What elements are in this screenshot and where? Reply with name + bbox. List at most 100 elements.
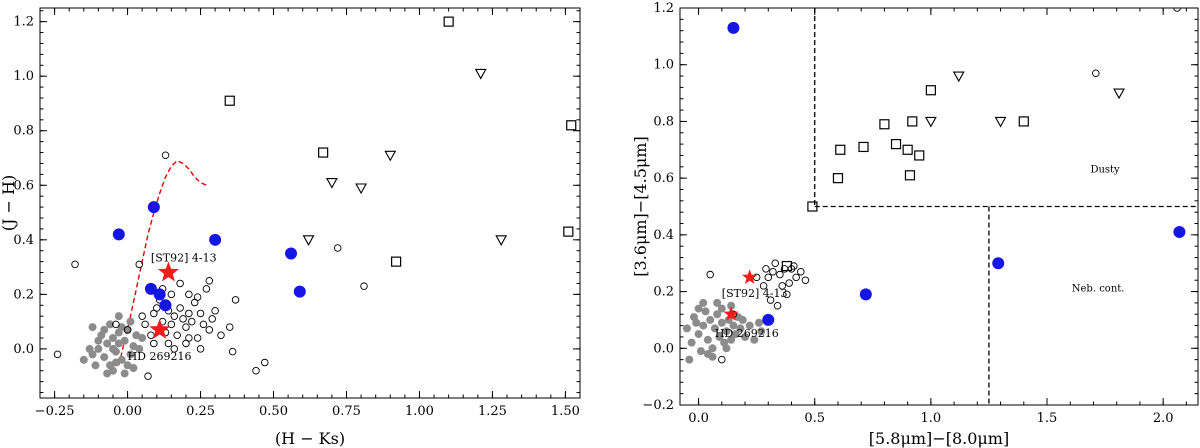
grey-filled-point	[722, 327, 731, 336]
open-circle-point	[173, 331, 181, 340]
open-circle-point	[138, 312, 146, 320]
x-tick-label: 0.0	[688, 411, 709, 426]
open-triangle-point	[325, 177, 338, 189]
open-circle-point	[225, 323, 234, 331]
grey-filled-point	[108, 344, 117, 353]
grey-filled-point	[710, 324, 719, 333]
open-circle-point	[205, 276, 214, 285]
grey-filled-point	[106, 320, 115, 329]
grey-filled-point	[706, 315, 715, 324]
y-tick-label: 0.8	[653, 114, 674, 129]
open-circle-point	[360, 282, 368, 290]
grey-filled-point	[701, 307, 710, 316]
blue-filled-point	[209, 233, 222, 246]
open-circle-point	[769, 267, 777, 276]
open-triangle-point	[302, 235, 315, 246]
open-circle-point	[185, 290, 193, 299]
open-circle-point	[790, 262, 798, 270]
open-circle-point	[1092, 69, 1100, 77]
blue-filled-point	[727, 21, 740, 34]
open-circle-point	[773, 302, 782, 310]
grey-filled-point	[724, 315, 733, 324]
open-circle-point	[170, 345, 179, 353]
grey-filled-point	[108, 334, 117, 342]
open-circle-point	[196, 309, 205, 318]
open-circle-point	[144, 372, 152, 380]
open-circle-point	[792, 273, 800, 282]
open-triangle-point	[952, 71, 965, 83]
y-tick-label: −0.2	[642, 398, 674, 413]
grey-filled-point	[103, 339, 112, 348]
y-tick-label: 0.0	[13, 342, 34, 357]
open-circle-point	[208, 315, 216, 323]
y-tick-label: 1.0	[13, 69, 34, 84]
x-tick-label: 0.75	[332, 404, 361, 419]
open-circle-point	[217, 331, 225, 340]
open-circle-point	[205, 326, 214, 334]
open-circle-point	[202, 285, 211, 293]
open-square-point	[807, 201, 818, 212]
y-tick-label: 0.2	[653, 285, 674, 300]
open-circle-point	[333, 244, 342, 252]
x-tick-label: 1.25	[478, 404, 507, 419]
open-circle-point	[182, 323, 190, 331]
open-circle-point	[164, 339, 173, 348]
grey-filled-point	[91, 361, 100, 370]
open-circle-point	[766, 296, 775, 304]
open-circle-point	[762, 265, 770, 273]
open-square-point	[925, 85, 936, 96]
grey-filled-point	[713, 298, 722, 307]
open-square-point	[832, 173, 844, 184]
y-tick-label: 0.4	[653, 228, 674, 243]
grey-filled-point	[750, 335, 759, 344]
star-annotation: [ST92] 4-13	[722, 287, 788, 300]
y-axis-label: (J − H)	[0, 175, 18, 231]
grey-filled-point	[754, 318, 763, 327]
x-tick-label: 1.00	[405, 404, 434, 419]
grey-filled-point	[731, 330, 740, 339]
grey-filled-point	[94, 344, 103, 353]
grey-filled-point	[694, 304, 703, 313]
region-label: Dusty	[1090, 164, 1120, 175]
blue-filled-point	[153, 288, 166, 301]
grey-filled-point	[722, 344, 731, 353]
x-tick-label: 2.0	[1153, 411, 1174, 426]
open-circle-point	[252, 366, 260, 375]
grey-filled-point	[117, 323, 126, 332]
y-tick-label: 0.6	[653, 171, 674, 186]
x-tick-label: −0.25	[35, 404, 75, 419]
open-square-point	[858, 141, 869, 153]
grey-filled-point	[699, 298, 708, 307]
blue-filled-point	[144, 282, 157, 295]
open-circle-point	[153, 304, 161, 312]
grey-filled-point	[715, 332, 724, 341]
star-annotation: HD 269216	[128, 350, 192, 363]
open-circle-point	[764, 273, 773, 282]
red-star-point	[723, 306, 739, 321]
grey-filled-point	[717, 318, 726, 327]
grey-filled-point	[94, 336, 103, 345]
grey-filled-point	[129, 364, 138, 372]
open-circle-point	[188, 317, 196, 326]
open-circle-point	[176, 279, 184, 288]
grey-filled-point	[696, 347, 705, 356]
open-circle-point	[231, 296, 240, 304]
open-square-point	[904, 170, 916, 181]
plot-area: [ST92] 4-13 HD 269216	[53, 16, 577, 380]
open-circle-point	[776, 270, 784, 279]
grey-filled-point	[687, 338, 696, 347]
open-circle-point	[228, 347, 237, 356]
grey-filled-point	[111, 358, 120, 367]
x-tick-label: 0.5	[804, 411, 825, 426]
open-circle-point	[161, 151, 170, 160]
open-circle-point	[185, 334, 193, 342]
grey-filled-point	[738, 315, 747, 324]
open-circle-point	[123, 326, 132, 334]
x-axis-label: (H − Ks)	[275, 429, 345, 448]
blue-filled-point	[762, 313, 775, 326]
grey-filled-point	[88, 323, 97, 332]
open-circle-point	[71, 260, 79, 269]
grey-filled-point	[741, 332, 750, 341]
grey-filled-point	[114, 312, 123, 321]
blue-filled-point	[159, 299, 172, 312]
